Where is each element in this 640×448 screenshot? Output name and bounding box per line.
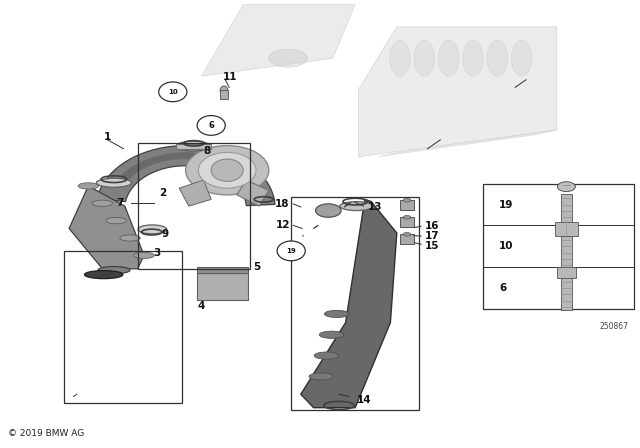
- Circle shape: [197, 116, 225, 135]
- Circle shape: [277, 241, 305, 261]
- Polygon shape: [555, 222, 578, 236]
- Ellipse shape: [120, 235, 140, 241]
- Text: 7: 7: [116, 198, 124, 208]
- Polygon shape: [121, 152, 262, 193]
- Ellipse shape: [138, 225, 166, 234]
- Polygon shape: [358, 27, 557, 157]
- Text: 10: 10: [168, 89, 178, 95]
- Text: 5: 5: [253, 262, 260, 271]
- Bar: [561, 236, 572, 268]
- Bar: [220, 90, 228, 99]
- Text: 13: 13: [367, 202, 382, 212]
- Ellipse shape: [177, 141, 210, 151]
- Ellipse shape: [211, 159, 243, 181]
- Text: 19: 19: [286, 248, 296, 254]
- Bar: [561, 194, 572, 226]
- Text: 6: 6: [208, 121, 214, 130]
- Ellipse shape: [487, 40, 508, 76]
- Ellipse shape: [269, 49, 307, 67]
- Text: 18: 18: [275, 199, 289, 209]
- Ellipse shape: [403, 198, 411, 202]
- Ellipse shape: [340, 202, 373, 211]
- Bar: [197, 273, 248, 300]
- Text: 9: 9: [162, 229, 169, 239]
- Text: 1: 1: [104, 132, 111, 142]
- Ellipse shape: [78, 183, 99, 189]
- Ellipse shape: [98, 267, 130, 274]
- Ellipse shape: [511, 40, 532, 76]
- Circle shape: [159, 82, 187, 102]
- Text: 3: 3: [154, 248, 161, 258]
- Text: 2: 2: [159, 188, 166, 198]
- Bar: [291, 197, 419, 410]
- Ellipse shape: [390, 40, 410, 76]
- Text: 4: 4: [198, 301, 205, 310]
- Ellipse shape: [106, 218, 127, 224]
- Polygon shape: [301, 199, 397, 408]
- Polygon shape: [237, 180, 269, 206]
- Bar: [483, 184, 634, 309]
- Text: 11: 11: [223, 72, 237, 82]
- Ellipse shape: [557, 182, 575, 192]
- Ellipse shape: [463, 40, 483, 76]
- Ellipse shape: [309, 373, 333, 380]
- Ellipse shape: [319, 331, 344, 338]
- Text: 250867: 250867: [600, 322, 628, 331]
- Bar: [138, 143, 250, 269]
- Text: © 2019 BMW AG: © 2019 BMW AG: [8, 429, 84, 438]
- Text: 10: 10: [499, 241, 514, 251]
- Ellipse shape: [92, 200, 113, 207]
- Bar: [561, 277, 572, 310]
- Ellipse shape: [414, 40, 435, 76]
- Text: 17: 17: [424, 231, 439, 241]
- Text: 12: 12: [275, 220, 290, 230]
- Polygon shape: [69, 186, 144, 269]
- Ellipse shape: [314, 352, 339, 359]
- Ellipse shape: [403, 215, 411, 219]
- Ellipse shape: [186, 146, 269, 195]
- Text: 15: 15: [424, 241, 439, 250]
- Ellipse shape: [438, 40, 459, 76]
- Ellipse shape: [84, 271, 123, 279]
- Polygon shape: [557, 267, 576, 278]
- Ellipse shape: [96, 178, 132, 187]
- Ellipse shape: [403, 233, 411, 236]
- Ellipse shape: [316, 204, 341, 217]
- Bar: [64, 251, 182, 403]
- Text: 6: 6: [499, 283, 506, 293]
- Polygon shape: [97, 146, 275, 206]
- Text: 19: 19: [499, 200, 513, 210]
- Ellipse shape: [220, 86, 228, 95]
- Bar: [197, 267, 248, 273]
- Bar: [400, 217, 414, 227]
- Polygon shape: [179, 180, 211, 206]
- Bar: [176, 144, 211, 149]
- Text: 8: 8: [204, 146, 211, 156]
- Bar: [400, 234, 414, 244]
- Ellipse shape: [134, 252, 154, 258]
- Bar: [400, 200, 414, 210]
- Ellipse shape: [324, 310, 349, 318]
- Polygon shape: [378, 130, 557, 157]
- Text: 14: 14: [357, 395, 372, 405]
- Ellipse shape: [198, 152, 256, 188]
- Polygon shape: [202, 4, 355, 76]
- Text: 16: 16: [424, 221, 439, 231]
